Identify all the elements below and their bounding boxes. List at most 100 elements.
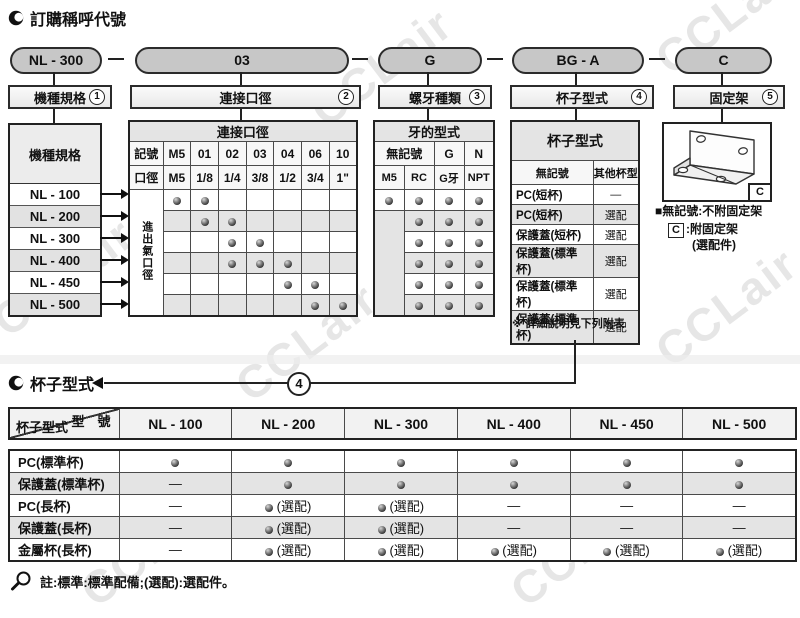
code-pill-cup: BG - A	[512, 47, 644, 74]
flow-arrow	[100, 277, 129, 287]
cup-matrix-row: 保護蓋(標準杯) —	[8, 472, 797, 495]
dot-icon	[377, 525, 386, 534]
label-text: 機種規格	[33, 90, 86, 106]
cup-row: 保護蓋(標準杯) 選配	[510, 310, 640, 345]
dot-icon	[474, 196, 483, 205]
model-row: NL - 100	[10, 184, 100, 206]
port-code-row: 記號 M5 01 02 03 04 06 10	[128, 141, 358, 166]
port-dot-row: 進出氣口徑	[128, 189, 358, 316]
dot-icon	[415, 280, 423, 289]
dot-icon	[445, 217, 453, 226]
label-box-port: 連接口徑 2	[130, 85, 361, 109]
bracket-corner-code: C	[748, 183, 772, 202]
dot-icon	[265, 503, 274, 512]
bracket-illustration-icon	[673, 130, 755, 185]
dot-icon	[445, 196, 453, 205]
circled-number-4: 4	[287, 372, 311, 396]
dot-icon	[445, 238, 453, 247]
port-dot-row	[129, 252, 358, 274]
label-text: 固定架	[709, 90, 749, 106]
label-box-cup: 杯子型式 4	[510, 85, 654, 109]
connector-line	[240, 72, 242, 85]
code-pill-thread: G	[378, 47, 482, 74]
section2-title-text: 杯子型式	[30, 377, 95, 394]
cup-matrix-row: PC(長杯) — (選配) (選配) — — —	[8, 494, 797, 517]
model-row: NL - 500	[10, 294, 100, 315]
dot-icon	[284, 458, 293, 467]
dot-icon	[415, 301, 423, 310]
cup-matrix-row: 金屬杯(長杯) — (選配) (選配) (選配) (選配) (選配)	[8, 538, 797, 562]
port-dot-row	[129, 210, 358, 232]
dot-icon	[735, 458, 744, 467]
dot-icon	[311, 280, 320, 289]
dot-icon	[603, 547, 612, 556]
thread-table-title: 牙的型式	[373, 120, 495, 142]
thread-dot-row	[374, 294, 495, 316]
circled-number: 3	[469, 89, 485, 105]
dot-icon	[415, 196, 423, 205]
dot-icon	[228, 217, 237, 226]
dot-icon	[338, 301, 347, 310]
label-box-thread: 螺牙種類 3	[378, 85, 492, 109]
cup-table-note: ※ 詳細說明見下列附表	[512, 318, 625, 330]
label-box-model: 機種規格 1	[8, 85, 112, 109]
thread-type-table: 牙的型式 無記號 G N M5 RC G牙 NPT	[373, 120, 496, 317]
cup-row: PC(短杯) —	[510, 184, 640, 205]
dot-icon	[715, 547, 724, 556]
dot-icon	[265, 525, 274, 534]
port-dot-row	[129, 273, 358, 295]
bracket-note-2: C:附固定架	[668, 220, 738, 238]
port-table-title: 連接口徑	[128, 120, 358, 142]
dot-icon	[490, 547, 499, 556]
connector-line	[721, 72, 723, 85]
circled-number: 5	[762, 89, 778, 105]
thread-dot-row	[374, 252, 495, 274]
model-row: NL - 200	[10, 206, 100, 228]
cup-matrix-body: PC(標準杯) 保護蓋(標準杯) — PC(長杯) — (選配) (選配) — — — 保護蓋(…	[8, 449, 797, 562]
diagonal-header-cell: 型 號杯子型式	[8, 407, 120, 440]
port-size-table: 連接口徑 記號 M5 01 02 03 04 06 10 口徑 M5 1/8 1/4 3/8 1/2 3/4 1…	[128, 120, 358, 317]
dot-icon	[415, 238, 423, 247]
cup-table-title: 杯子型式	[510, 120, 640, 161]
flow-arrow	[100, 233, 129, 243]
section-bullet-icon	[8, 375, 24, 391]
left-arrowhead-icon	[92, 377, 103, 389]
section1-title-text: 訂購稱呼代號	[30, 12, 127, 29]
code-dash	[108, 58, 124, 60]
dot-icon	[415, 217, 423, 226]
dot-icon	[377, 547, 386, 556]
footer-note: 註:標準:標準配備;(選配):選配件。	[10, 570, 235, 592]
dot-icon	[735, 480, 744, 489]
dot-icon	[228, 259, 237, 268]
code-dash	[649, 58, 665, 60]
model-spec-header: 機種規格	[10, 125, 100, 184]
dot-icon	[396, 458, 405, 467]
flow-arrow	[100, 255, 129, 265]
thread-dot-row	[374, 273, 495, 295]
model-row: NL - 450	[10, 272, 100, 294]
dot-icon	[200, 196, 209, 205]
connector-line	[575, 72, 577, 85]
divider-band	[0, 355, 800, 364]
dot-icon	[445, 259, 453, 268]
dot-icon	[474, 259, 483, 268]
dot-icon	[474, 280, 483, 289]
dot-icon	[445, 280, 453, 289]
dot-icon	[377, 503, 386, 512]
circled-number: 4	[631, 89, 647, 105]
port-dot-row	[129, 294, 358, 316]
connector-line	[427, 105, 429, 120]
label-text: 螺牙種類	[408, 90, 461, 106]
dot-icon	[509, 480, 518, 489]
thread-group-row: 無記號 G N	[373, 141, 495, 166]
connector-line	[53, 105, 55, 123]
section2-title: 杯子型式	[8, 371, 94, 395]
dot-icon	[445, 301, 453, 310]
label-box-bracket: 固定架 5	[673, 85, 785, 109]
dot-icon	[265, 547, 274, 556]
column-header: NL - 100	[118, 407, 233, 440]
thread-dot-row	[373, 210, 495, 316]
section1-title: 訂購稱呼代號	[8, 6, 126, 30]
label-text: 杯子型式	[555, 90, 608, 106]
port-dot-row	[129, 231, 358, 253]
